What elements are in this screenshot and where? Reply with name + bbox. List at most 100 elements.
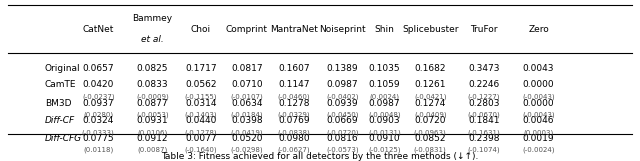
Text: 0.1389: 0.1389 (326, 64, 358, 73)
Text: (-0.0333): (-0.0333) (82, 129, 115, 136)
Text: (0.0003): (0.0003) (524, 129, 554, 136)
Text: 0.0852: 0.0852 (415, 134, 446, 143)
Text: (-0.1403): (-0.1403) (184, 112, 217, 118)
Text: 0.1841: 0.1841 (468, 116, 499, 125)
Text: Shin: Shin (374, 25, 394, 34)
Text: 0.1035: 0.1035 (369, 64, 400, 73)
Text: 0.0825: 0.0825 (137, 64, 168, 73)
Text: 0.1682: 0.1682 (415, 64, 446, 73)
Text: (-0.0831): (-0.0831) (414, 147, 447, 153)
Text: 0.0833: 0.0833 (136, 80, 168, 89)
Text: 0.0710: 0.0710 (231, 80, 262, 89)
Text: Diff-CF: Diff-CF (45, 116, 75, 125)
Text: 0.0634: 0.0634 (231, 99, 262, 108)
Text: Table 3: Fitness achieved for all detectors by the three methods (↓↑).: Table 3: Fitness achieved for all detect… (161, 152, 479, 161)
Text: 0.1607: 0.1607 (278, 64, 310, 73)
Text: Zero: Zero (528, 25, 549, 34)
Text: TruFor: TruFor (470, 25, 497, 34)
Text: 0.2246: 0.2246 (468, 80, 499, 89)
Text: 0.0937: 0.0937 (83, 99, 114, 108)
Text: 0.0398: 0.0398 (231, 116, 262, 125)
Text: 0.0000: 0.0000 (523, 80, 554, 89)
Text: 0.0046: 0.0046 (523, 116, 554, 125)
Text: et al.: et al. (141, 35, 164, 44)
Text: (-0.1227): (-0.1227) (467, 93, 500, 100)
Text: (-0.0963): (-0.0963) (414, 129, 447, 136)
Text: 0.0769: 0.0769 (278, 116, 310, 125)
Text: 0.0931: 0.0931 (136, 116, 168, 125)
Text: Noiseprint: Noiseprint (319, 25, 365, 34)
Text: 0.0669: 0.0669 (326, 116, 358, 125)
Text: MantraNet: MantraNet (270, 25, 318, 34)
Text: (0.0106): (0.0106) (138, 129, 168, 136)
Text: (-0.0184): (-0.0184) (230, 112, 263, 118)
Text: (-0.1631): (-0.1631) (467, 129, 500, 136)
Text: 0.0420: 0.0420 (83, 80, 114, 89)
Text: (-0.0670): (-0.0670) (467, 112, 500, 118)
Text: (-0.0409): (-0.0409) (414, 112, 447, 118)
Text: 0.2803: 0.2803 (468, 99, 499, 108)
Text: (-0.1155): (-0.1155) (184, 93, 217, 100)
Text: 0.1278: 0.1278 (278, 99, 310, 108)
Text: (-0.0419): (-0.0419) (230, 129, 263, 136)
Text: 0.0912: 0.0912 (137, 134, 168, 143)
Text: (0.0024): (0.0024) (369, 93, 399, 100)
Text: 0.0720: 0.0720 (415, 116, 446, 125)
Text: (0.0118): (0.0118) (83, 147, 113, 153)
Text: 0.0000: 0.0000 (523, 99, 554, 108)
Text: 0.0324: 0.0324 (83, 116, 114, 125)
Text: CatNet: CatNet (83, 25, 114, 34)
Text: (-0.0107): (-0.0107) (230, 93, 263, 100)
Text: (-0.1278): (-0.1278) (184, 129, 217, 136)
Text: 0.0987: 0.0987 (369, 99, 400, 108)
Text: 0.0019: 0.0019 (523, 134, 554, 143)
Text: (0.0087): (0.0087) (138, 147, 168, 153)
Text: CamTE: CamTE (45, 80, 76, 89)
Text: (0.0280): (0.0280) (83, 112, 113, 118)
Text: 0.0816: 0.0816 (326, 134, 358, 143)
Text: (-0.0450): (-0.0450) (326, 112, 358, 118)
Text: Original: Original (45, 64, 81, 73)
Text: (-0.0421): (-0.0421) (414, 93, 447, 100)
Text: 0.1274: 0.1274 (415, 99, 446, 108)
Text: (-0.0043): (-0.0043) (522, 112, 555, 118)
Text: (-0.0053): (-0.0053) (136, 112, 169, 118)
Text: 0.0520: 0.0520 (231, 134, 262, 143)
Text: (-0.0329): (-0.0329) (278, 112, 310, 118)
Text: 0.1717: 0.1717 (185, 64, 217, 73)
Text: BM3D: BM3D (45, 99, 71, 108)
Text: (-0.0838): (-0.0838) (278, 129, 310, 136)
Text: Comprint: Comprint (226, 25, 268, 34)
Text: 0.0817: 0.0817 (231, 64, 262, 73)
Text: 0.0657: 0.0657 (83, 64, 114, 73)
Text: (-0.0131): (-0.0131) (368, 129, 401, 136)
Text: 0.0440: 0.0440 (185, 116, 216, 125)
Text: (-0.0573): (-0.0573) (326, 147, 358, 153)
Text: Diff-CFG: Diff-CFG (45, 134, 82, 143)
Text: 0.0043: 0.0043 (523, 64, 554, 73)
Text: 0.2398: 0.2398 (468, 134, 499, 143)
Text: 0.1059: 0.1059 (369, 80, 400, 89)
Text: 0.0877: 0.0877 (136, 99, 168, 108)
Text: (-0.0048): (-0.0048) (368, 112, 401, 118)
Text: 0.0562: 0.0562 (185, 80, 216, 89)
Text: (-0.0043): (-0.0043) (522, 93, 555, 100)
Text: 0.0903: 0.0903 (369, 116, 400, 125)
Text: 0.0775: 0.0775 (83, 134, 114, 143)
Text: 0.0910: 0.0910 (369, 134, 400, 143)
Text: 0.0980: 0.0980 (278, 134, 310, 143)
Text: 0.3473: 0.3473 (468, 64, 499, 73)
Text: (-0.0125): (-0.0125) (368, 147, 401, 153)
Text: Splicebuster: Splicebuster (402, 25, 458, 34)
Text: (-0.0460): (-0.0460) (278, 93, 310, 100)
Text: Bammey: Bammey (132, 14, 172, 24)
Text: 0.1261: 0.1261 (415, 80, 446, 89)
Text: (-0.0720): (-0.0720) (326, 129, 358, 136)
Text: 0.0939: 0.0939 (326, 99, 358, 108)
Text: (-0.0298): (-0.0298) (230, 147, 263, 153)
Text: Choi: Choi (191, 25, 211, 34)
Text: 0.0987: 0.0987 (326, 80, 358, 89)
Text: (-0.0024): (-0.0024) (522, 147, 555, 153)
Text: 0.1147: 0.1147 (278, 80, 310, 89)
Text: (-0.0237): (-0.0237) (82, 93, 115, 100)
